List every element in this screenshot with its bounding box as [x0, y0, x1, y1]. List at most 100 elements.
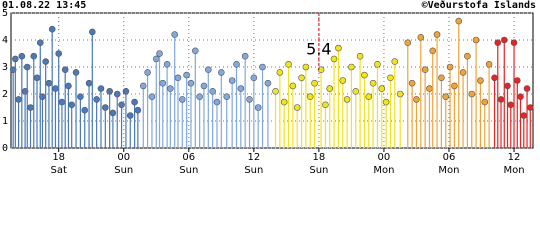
quake-marker — [417, 33, 425, 41]
quake-marker — [65, 82, 72, 90]
quake-marker — [264, 79, 272, 87]
quake-marker — [131, 98, 138, 106]
quake-marker — [477, 77, 484, 84]
quake-marker — [361, 71, 368, 79]
quake-marker — [213, 98, 221, 106]
quake-marker — [126, 112, 134, 119]
quake-marker — [378, 85, 386, 92]
annotation-label: 5.4 — [306, 40, 331, 59]
quake-marker — [387, 74, 394, 82]
x-tick-label: 18 Sun — [309, 152, 329, 176]
quake-marker — [500, 36, 508, 44]
quake-marker — [48, 25, 56, 33]
quake-marker — [246, 96, 253, 103]
quake-marker — [289, 82, 297, 90]
quake-marker — [451, 82, 458, 90]
quake-marker — [343, 96, 351, 103]
quake-marker — [118, 101, 125, 109]
quake-marker — [396, 90, 404, 98]
quake-marker — [369, 79, 377, 87]
quake-marker — [523, 85, 531, 92]
quake-marker — [348, 63, 355, 71]
quake-marker — [311, 79, 318, 87]
quake-marker — [413, 96, 420, 103]
quake-marker — [27, 104, 34, 111]
x-tick-label: 06 Mon — [438, 152, 460, 176]
x-tick-label: 18 Sat — [50, 152, 67, 176]
x-tick-label: 00 Sun — [114, 152, 134, 176]
quake-marker — [171, 31, 179, 38]
quake-marker — [494, 39, 502, 47]
quake-marker — [404, 39, 412, 47]
quake-marker — [113, 90, 121, 98]
quake-marker — [106, 88, 113, 95]
quake-marker — [93, 96, 100, 103]
quake-marker — [159, 79, 167, 87]
quake-marker — [167, 85, 174, 92]
quake-marker — [45, 79, 53, 87]
quake-marker — [491, 74, 498, 82]
quake-marker — [209, 88, 216, 95]
quake-marker — [174, 74, 182, 82]
quake-marker — [15, 96, 22, 103]
quake-marker — [293, 104, 301, 111]
quake-marker — [97, 85, 105, 92]
quake-marker — [317, 66, 325, 73]
y-tick-label: 2 — [2, 89, 8, 100]
quake-marker — [510, 39, 518, 47]
quake-marker — [52, 85, 59, 92]
quake-marker — [58, 98, 66, 106]
quake-marker — [280, 98, 288, 106]
quake-marker — [12, 55, 19, 63]
quake-marker — [9, 66, 17, 73]
quake-marker — [148, 93, 156, 100]
quake-marker — [455, 17, 463, 25]
quake-marker — [433, 31, 441, 38]
quake-marker — [356, 52, 364, 60]
quake-marker — [421, 66, 429, 73]
quake-marker — [152, 55, 160, 63]
quake-marker — [89, 28, 96, 36]
quake-marker — [507, 101, 515, 109]
quake-marker — [272, 88, 279, 95]
quake-marker — [365, 93, 373, 100]
y-tick-label: 5 — [2, 8, 8, 19]
quake-marker — [485, 61, 493, 68]
quake-marker — [298, 74, 305, 82]
quake-marker — [339, 77, 347, 84]
quake-marker — [122, 88, 130, 95]
x-tick-label: 12 Sun — [244, 152, 264, 176]
quake-marker — [520, 112, 528, 119]
quake-marker — [85, 79, 93, 87]
quake-marker — [382, 98, 390, 106]
quake-marker — [42, 58, 49, 65]
quake-marker — [322, 101, 329, 109]
quake-marker — [306, 93, 314, 100]
quake-marker — [254, 104, 262, 111]
quake-marker — [446, 63, 454, 71]
quake-marker — [472, 36, 480, 44]
x-tick-label: 06 Sun — [179, 152, 199, 176]
quake-marker — [302, 63, 310, 71]
quake-marker — [156, 50, 163, 57]
quake-marker — [233, 61, 240, 68]
quake-marker — [144, 69, 151, 76]
quake-marker — [23, 63, 31, 71]
quake-marker — [18, 52, 26, 60]
quake-marker — [81, 106, 89, 114]
quake-marker — [464, 52, 471, 60]
y-tick-label: 1 — [2, 116, 8, 127]
quake-marker — [426, 85, 433, 92]
quake-marker — [526, 104, 534, 111]
credit: ©Veðurstofa Íslands — [421, 0, 536, 11]
quake-marker — [77, 93, 84, 100]
quake-marker — [187, 79, 195, 87]
quake-marker — [335, 44, 342, 52]
quake-marker — [102, 104, 109, 111]
quake-marker — [276, 69, 284, 76]
quake-marker — [513, 77, 521, 84]
quake-marker — [191, 47, 199, 55]
quake-marker — [408, 79, 416, 87]
quake-marker — [237, 85, 245, 92]
quake-marker — [429, 47, 437, 55]
